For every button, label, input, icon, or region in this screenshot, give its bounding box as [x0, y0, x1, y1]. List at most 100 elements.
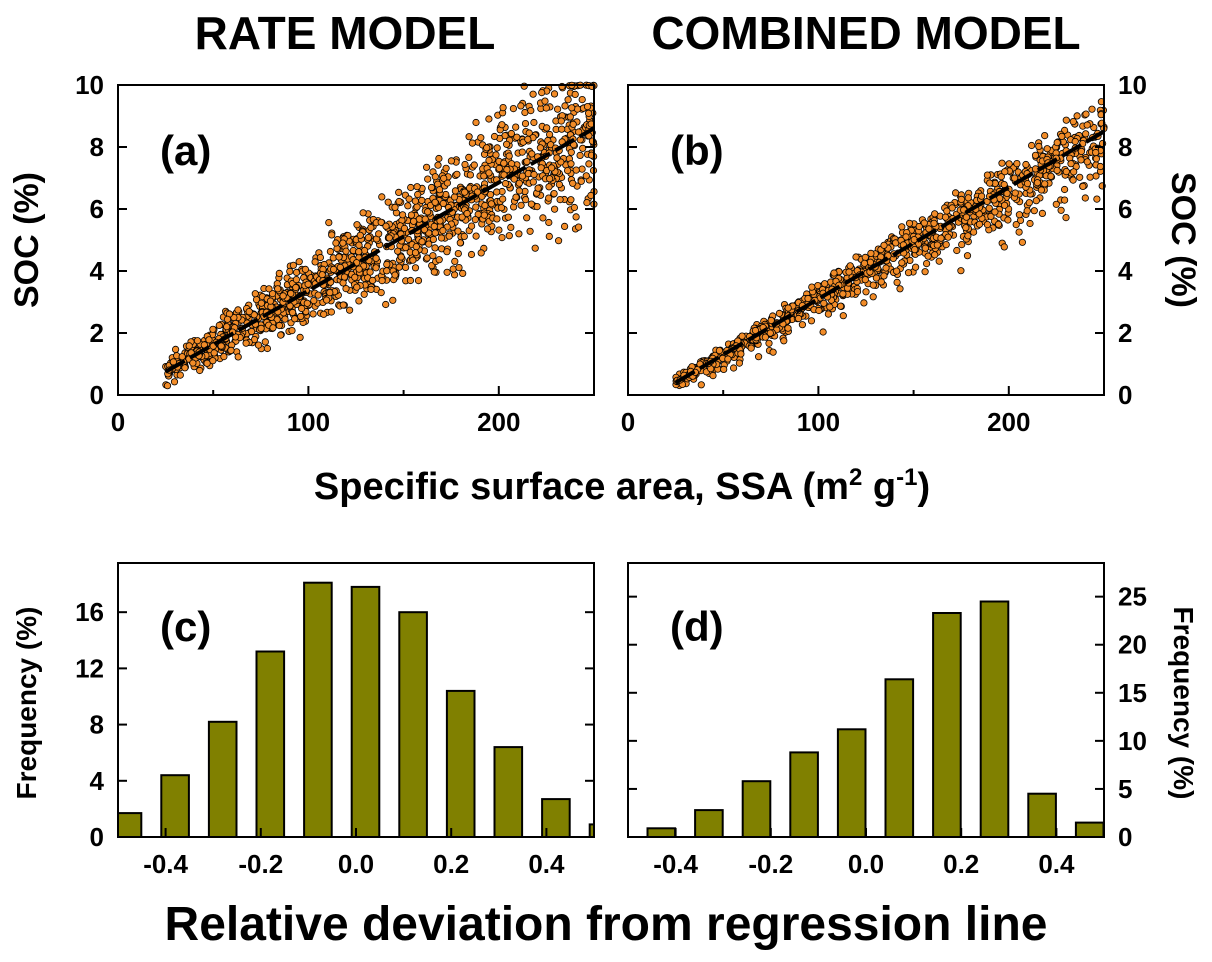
data-point [265, 285, 273, 293]
data-point [930, 219, 938, 227]
data-point [398, 211, 407, 219]
data-point [550, 190, 558, 198]
data-point [413, 183, 421, 191]
data-point [345, 306, 354, 314]
data-point [505, 232, 513, 240]
data-point [558, 125, 566, 133]
data-point [585, 160, 593, 168]
data-point [440, 174, 448, 182]
data-point [931, 210, 939, 218]
y-tick-label: 20 [1118, 630, 1147, 660]
data-point [355, 248, 363, 256]
data-point [424, 208, 432, 216]
data-point [435, 256, 443, 264]
data-point [1081, 194, 1089, 202]
data-point [281, 315, 289, 323]
data-point [860, 259, 869, 267]
data-point [355, 241, 363, 249]
data-point [402, 244, 410, 252]
data-point [784, 304, 792, 312]
data-point [407, 183, 415, 192]
data-point [360, 247, 369, 255]
data-point [530, 170, 538, 179]
data-point [499, 195, 507, 203]
data-point [536, 144, 545, 152]
data-point [339, 301, 347, 309]
panel-label: (c) [160, 603, 211, 650]
data-point [515, 230, 523, 238]
data-point [429, 252, 437, 260]
data-point [509, 105, 518, 113]
data-point [205, 336, 213, 344]
data-point [288, 326, 296, 335]
data-point [1047, 172, 1055, 180]
data-point [291, 315, 299, 323]
data-point [512, 123, 520, 131]
data-point [364, 234, 372, 242]
data-point [826, 303, 834, 311]
data-point [1086, 173, 1094, 181]
data-point [1061, 196, 1069, 204]
data-point [325, 219, 333, 227]
y-tick-label: 5 [1118, 774, 1132, 804]
data-point [326, 247, 334, 256]
data-point [368, 276, 377, 284]
data-point [729, 364, 738, 372]
y-tick-label: 2 [90, 318, 104, 348]
data-point [447, 157, 455, 165]
x-tick-label: 0.4 [528, 849, 565, 879]
scatter-points [162, 81, 598, 390]
ssa-label-close: ) [917, 466, 930, 508]
data-point [769, 348, 777, 356]
data-point [430, 222, 438, 230]
histogram-bar [789, 751, 819, 839]
data-point [1092, 155, 1101, 163]
data-point [550, 205, 559, 213]
data-point [794, 314, 803, 323]
y-tick-label: 16 [75, 597, 104, 627]
data-point [830, 269, 838, 277]
data-point [248, 327, 256, 336]
data-point [471, 216, 479, 224]
data-point [287, 289, 295, 298]
data-point [431, 244, 439, 252]
data-point [485, 169, 493, 177]
data-point [261, 338, 269, 346]
data-point [472, 118, 480, 127]
data-point [962, 224, 970, 232]
data-point [853, 287, 862, 296]
data-point [951, 189, 960, 197]
data-point [367, 224, 375, 232]
data-point [189, 359, 197, 367]
data-point [1015, 228, 1023, 236]
data-point [377, 288, 385, 297]
data-point [505, 152, 513, 160]
data-point [185, 342, 193, 350]
data-point [943, 207, 951, 215]
data-point [550, 90, 559, 98]
data-point [353, 283, 361, 291]
data-point [815, 306, 823, 315]
data-point [861, 276, 869, 284]
data-point [407, 211, 415, 219]
data-point [1082, 110, 1090, 118]
data-point [297, 312, 305, 320]
data-point [520, 82, 528, 90]
data-point [517, 201, 525, 209]
data-point [964, 194, 972, 202]
data-point [784, 324, 792, 332]
histogram-bar [694, 809, 724, 838]
data-point [941, 213, 950, 221]
data-point [1088, 105, 1096, 113]
data-point [353, 221, 361, 229]
data-point [442, 190, 450, 199]
data-point [905, 219, 914, 227]
data-point [547, 164, 556, 172]
data-point [1011, 189, 1019, 197]
data-point [220, 352, 228, 361]
data-point [1062, 168, 1070, 176]
data-point [877, 278, 885, 286]
data-point [724, 355, 732, 363]
data-point [530, 118, 538, 127]
data-point [578, 165, 586, 173]
